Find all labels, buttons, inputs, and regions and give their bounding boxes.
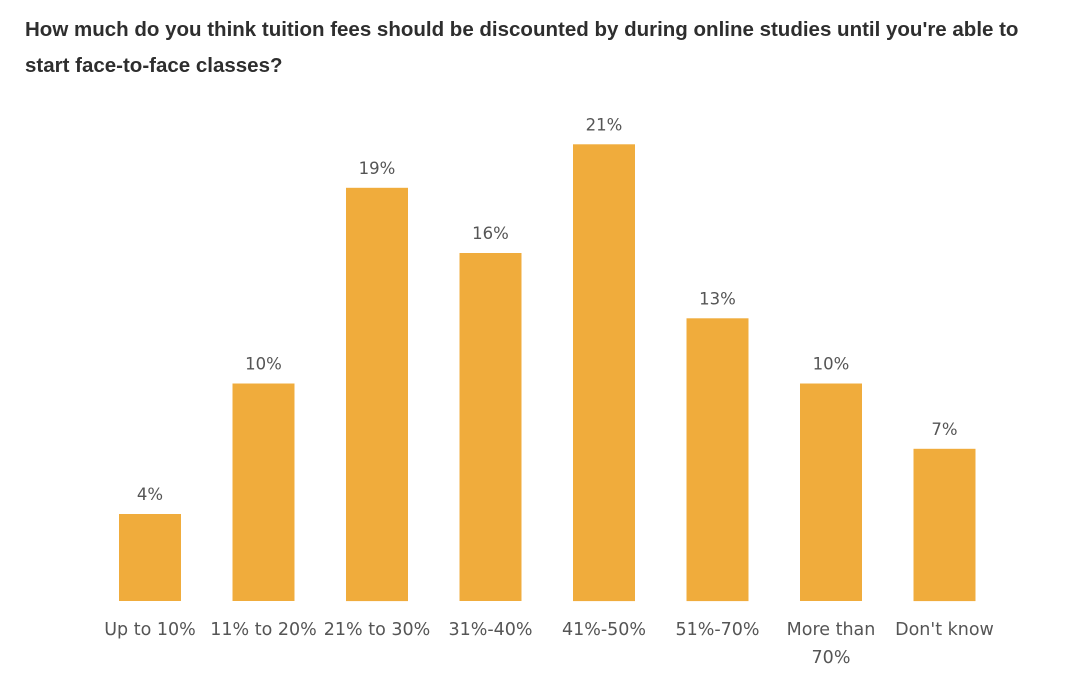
data-label: 7% [931,420,957,439]
bar [573,144,635,602]
data-label: 16% [472,224,509,243]
x-tick-label: 51%-70% [675,620,759,640]
data-label: 10% [245,355,282,374]
data-labels-group: 4% 10% 19% 16% 21% 13% 10% 7% [137,115,958,504]
bar [346,187,408,602]
data-label: 10% [813,355,850,374]
x-tick-label: 21% to 30% [324,620,431,640]
data-label: 13% [699,289,736,308]
bar [232,383,295,601]
bar [686,318,749,602]
data-label: 21% [586,115,623,134]
data-label: 19% [359,159,396,178]
x-tick-label: 70% [812,648,851,668]
bar [800,383,862,601]
x-tick-label: 31%-40% [448,620,532,640]
x-tick-label: More than [787,620,876,640]
data-label: 4% [137,485,163,504]
x-tick-label: 41%-50% [562,620,646,640]
x-tick-label: 11% to 20% [210,620,317,640]
chart-title: How much do you think tuition fees shoul… [25,18,1019,77]
bars-group [119,144,976,602]
x-tick-label: Up to 10% [104,620,196,640]
x-tick-labels-group: Up to 10% 11% to 20% 21% to 30% 31%-40% 41%-… [104,620,994,668]
x-tick-label: Don't know [895,620,994,640]
bar [119,514,181,601]
bar [913,448,976,602]
bar [459,253,522,601]
